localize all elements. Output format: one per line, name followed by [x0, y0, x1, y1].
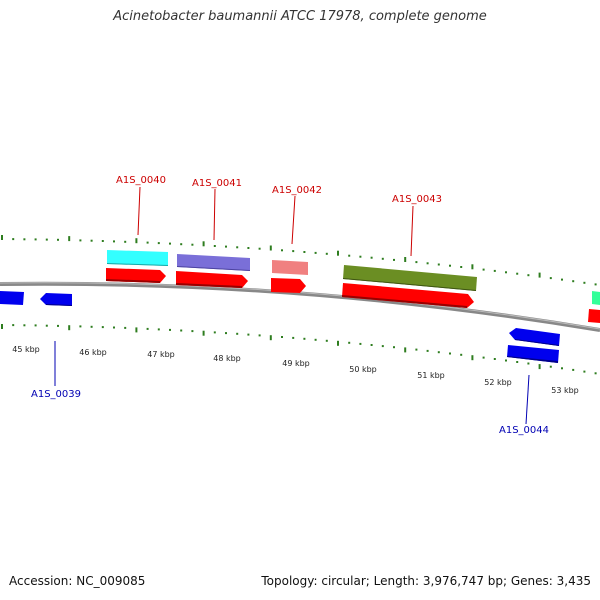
gene-label-0043[interactable]: A1S_0043	[392, 194, 442, 205]
scale-label-51kbp: 51 kbp	[417, 371, 445, 380]
reverse-cds-0044a[interactable]	[509, 328, 560, 346]
feature-block-0043[interactable]	[343, 265, 477, 291]
scale-label-48kbp: 48 kbp	[213, 354, 241, 363]
gene-label-0039[interactable]: A1S_0039	[31, 389, 81, 400]
leader-line-0044	[525, 374, 530, 425]
scale-label-47kbp: 47 kbp	[147, 350, 175, 359]
gene-label-0044[interactable]: A1S_0044	[499, 425, 549, 436]
scale-label-49kbp: 49 kbp	[282, 359, 310, 368]
forward-cds-0041[interactable]	[176, 271, 248, 288]
scale-label-53kbp: 53 kbp	[551, 386, 579, 395]
forward-cds-edge[interactable]	[588, 309, 600, 323]
leader-line-0043	[410, 205, 414, 257]
forward-cds-0042[interactable]	[271, 278, 306, 293]
forward-cds-0040[interactable]	[106, 268, 166, 283]
scale-label-52kbp: 52 kbp	[484, 378, 512, 387]
reverse-cds-0044b[interactable]	[507, 345, 559, 363]
inner-tick-ring	[1, 324, 597, 375]
gene-label-0041[interactable]: A1S_0041	[192, 178, 242, 189]
feature-block-0040[interactable]	[107, 250, 168, 266]
genome-summary: Topology: circular; Length: 3,976,747 bp…	[261, 574, 591, 588]
gene-label-0042[interactable]: A1S_0042	[272, 185, 322, 196]
scale-label-45kbp: 45 kbp	[12, 345, 40, 354]
leader-line-0041	[213, 188, 216, 241]
reverse-cds-left-edge[interactable]	[0, 291, 24, 305]
gene-label-0040[interactable]: A1S_0040	[116, 175, 166, 186]
leader-line-0042	[291, 195, 296, 245]
scale-label-50kbp: 50 kbp	[349, 365, 377, 374]
outer-tick-ring	[1, 235, 597, 286]
feature-block-edge[interactable]	[592, 291, 600, 305]
leader-line-0040	[137, 186, 141, 236]
reverse-cds-0039[interactable]	[40, 293, 72, 306]
forward-cds-0043[interactable]	[342, 283, 474, 308]
scale-label-46kbp: 46 kbp	[79, 348, 107, 357]
genome-backbone	[0, 281, 600, 332]
accession-label: Accession: NC_009085	[9, 574, 146, 588]
map-title: Acinetobacter baumannii ATCC 17978, comp…	[113, 9, 487, 24]
feature-block-0041[interactable]	[177, 254, 250, 271]
feature-block-0042[interactable]	[272, 260, 308, 275]
